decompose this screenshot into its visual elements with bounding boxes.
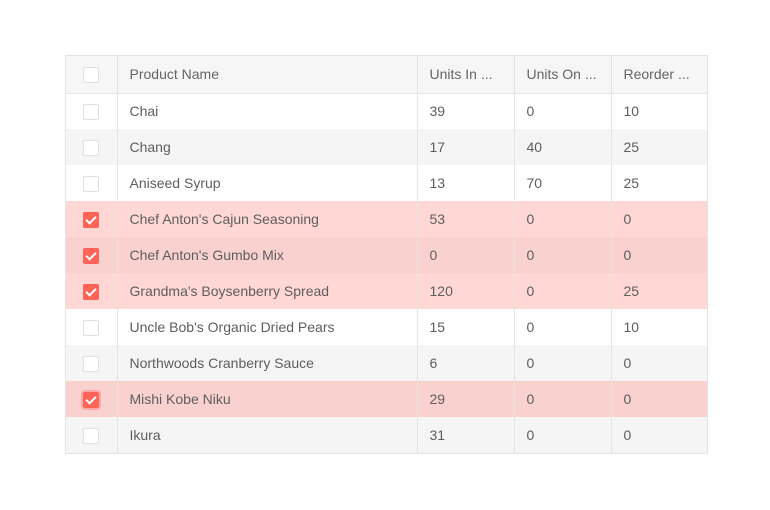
- units-on-order-cell: 0: [513, 417, 611, 453]
- units-in-stock-cell: 31: [416, 417, 514, 453]
- units-on-order-cell: 0: [513, 201, 611, 237]
- table-row[interactable]: Mishi Kobe Niku 29 0 0: [66, 381, 707, 417]
- units-on-order-cell: 0: [513, 381, 611, 417]
- reorder-level-cell: 0: [610, 345, 707, 381]
- row-checkbox[interactable]: [83, 283, 100, 300]
- units-in-stock-cell: 13: [416, 165, 514, 201]
- select-cell: [66, 165, 117, 201]
- row-checkbox[interactable]: [83, 175, 100, 192]
- product-name-cell: Chef Anton's Cajun Seasoning: [116, 201, 417, 237]
- row-checkbox[interactable]: [83, 391, 100, 408]
- reorder-level-cell: 0: [610, 381, 707, 417]
- units-in-stock-cell: 6: [416, 345, 514, 381]
- select-all-checkbox[interactable]: [83, 66, 100, 83]
- units-in-stock-cell: 120: [416, 273, 514, 309]
- units-on-order-cell: 70: [513, 165, 611, 201]
- units-on-order-cell: 0: [513, 93, 611, 129]
- table-row[interactable]: Grandma's Boysenberry Spread 120 0 25: [66, 273, 707, 309]
- table-row[interactable]: Aniseed Syrup 13 70 25: [66, 165, 707, 201]
- table-row[interactable]: Chef Anton's Gumbo Mix 0 0 0: [66, 237, 707, 273]
- select-cell: [66, 237, 117, 273]
- table-row[interactable]: Ikura 31 0 0: [66, 417, 707, 453]
- header-product-name[interactable]: Product Name: [116, 56, 417, 94]
- product-name-cell: Chai: [116, 93, 417, 129]
- select-cell: [66, 309, 117, 345]
- units-on-order-cell: 40: [513, 129, 611, 165]
- header-row: Product Name Units In ... Units On ... R…: [66, 56, 707, 94]
- units-on-order-cell: 0: [513, 273, 611, 309]
- select-cell: [66, 273, 117, 309]
- table-row[interactable]: Northwoods Cranberry Sauce 6 0 0: [66, 345, 707, 381]
- select-all-cell: [66, 56, 117, 94]
- reorder-level-cell: 0: [610, 201, 707, 237]
- product-name-cell: Mishi Kobe Niku: [116, 381, 417, 417]
- table-row[interactable]: Chai 39 0 10: [66, 93, 707, 129]
- row-checkbox[interactable]: [83, 103, 100, 120]
- units-in-stock-cell: 53: [416, 201, 514, 237]
- product-name-cell: Northwoods Cranberry Sauce: [116, 345, 417, 381]
- units-in-stock-cell: 29: [416, 381, 514, 417]
- product-name-cell: Uncle Bob's Organic Dried Pears: [116, 309, 417, 345]
- select-cell: [66, 93, 117, 129]
- table-row[interactable]: Chang 17 40 25: [66, 129, 707, 165]
- select-cell: [66, 381, 117, 417]
- row-checkbox[interactable]: [83, 427, 100, 444]
- header-units-on-order[interactable]: Units On ...: [513, 56, 611, 94]
- reorder-level-cell: 25: [610, 273, 707, 309]
- products-grid: Product Name Units In ... Units On ... R…: [65, 55, 708, 454]
- product-name-cell: Grandma's Boysenberry Spread: [116, 273, 417, 309]
- header-units-in-stock[interactable]: Units In ...: [416, 56, 514, 94]
- table-row[interactable]: Uncle Bob's Organic Dried Pears 15 0 10: [66, 309, 707, 345]
- product-name-cell: Chef Anton's Gumbo Mix: [116, 237, 417, 273]
- row-checkbox[interactable]: [83, 211, 100, 228]
- select-cell: [66, 201, 117, 237]
- select-cell: [66, 129, 117, 165]
- product-name-cell: Ikura: [116, 417, 417, 453]
- reorder-level-cell: 0: [610, 417, 707, 453]
- row-checkbox[interactable]: [83, 355, 100, 372]
- reorder-level-cell: 0: [610, 237, 707, 273]
- select-cell: [66, 417, 117, 453]
- units-on-order-cell: 0: [513, 309, 611, 345]
- select-cell: [66, 345, 117, 381]
- units-on-order-cell: 0: [513, 237, 611, 273]
- reorder-level-cell: 25: [610, 129, 707, 165]
- units-on-order-cell: 0: [513, 345, 611, 381]
- reorder-level-cell: 10: [610, 309, 707, 345]
- units-in-stock-cell: 17: [416, 129, 514, 165]
- header-reorder-level[interactable]: Reorder ...: [610, 56, 707, 94]
- units-in-stock-cell: 39: [416, 93, 514, 129]
- units-in-stock-cell: 15: [416, 309, 514, 345]
- row-checkbox[interactable]: [83, 319, 100, 336]
- product-name-cell: Chang: [116, 129, 417, 165]
- row-checkbox[interactable]: [83, 247, 100, 264]
- row-checkbox[interactable]: [83, 139, 100, 156]
- table-row[interactable]: Chef Anton's Cajun Seasoning 53 0 0: [66, 201, 707, 237]
- product-name-cell: Aniseed Syrup: [116, 165, 417, 201]
- reorder-level-cell: 25: [610, 165, 707, 201]
- reorder-level-cell: 10: [610, 93, 707, 129]
- units-in-stock-cell: 0: [416, 237, 514, 273]
